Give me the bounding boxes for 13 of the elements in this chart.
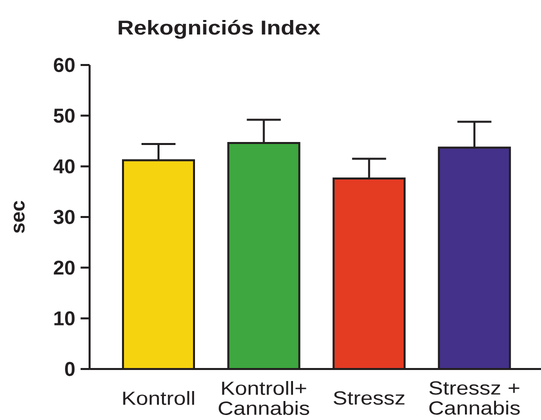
y-tick-label: 60 <box>54 58 75 72</box>
x-tick-label: Stressz <box>334 391 404 405</box>
y-tick-label: 30 <box>54 210 75 224</box>
x-tick-label: Kontroll+ Cannabis <box>218 381 310 415</box>
x-tick-label: Kontroll <box>123 391 194 405</box>
y-tick-label: 0 <box>65 362 75 376</box>
x-tick-label: Stressz + Cannabis <box>429 381 520 415</box>
y-axis-title: sec <box>14 200 25 233</box>
y-tick-label: 10 <box>54 311 75 326</box>
y-tick-label: 50 <box>54 108 75 123</box>
y-tick-label: 20 <box>54 260 75 275</box>
chart-title: Rekogniciós Index <box>118 20 320 39</box>
y-tick-label: 40 <box>53 159 75 174</box>
